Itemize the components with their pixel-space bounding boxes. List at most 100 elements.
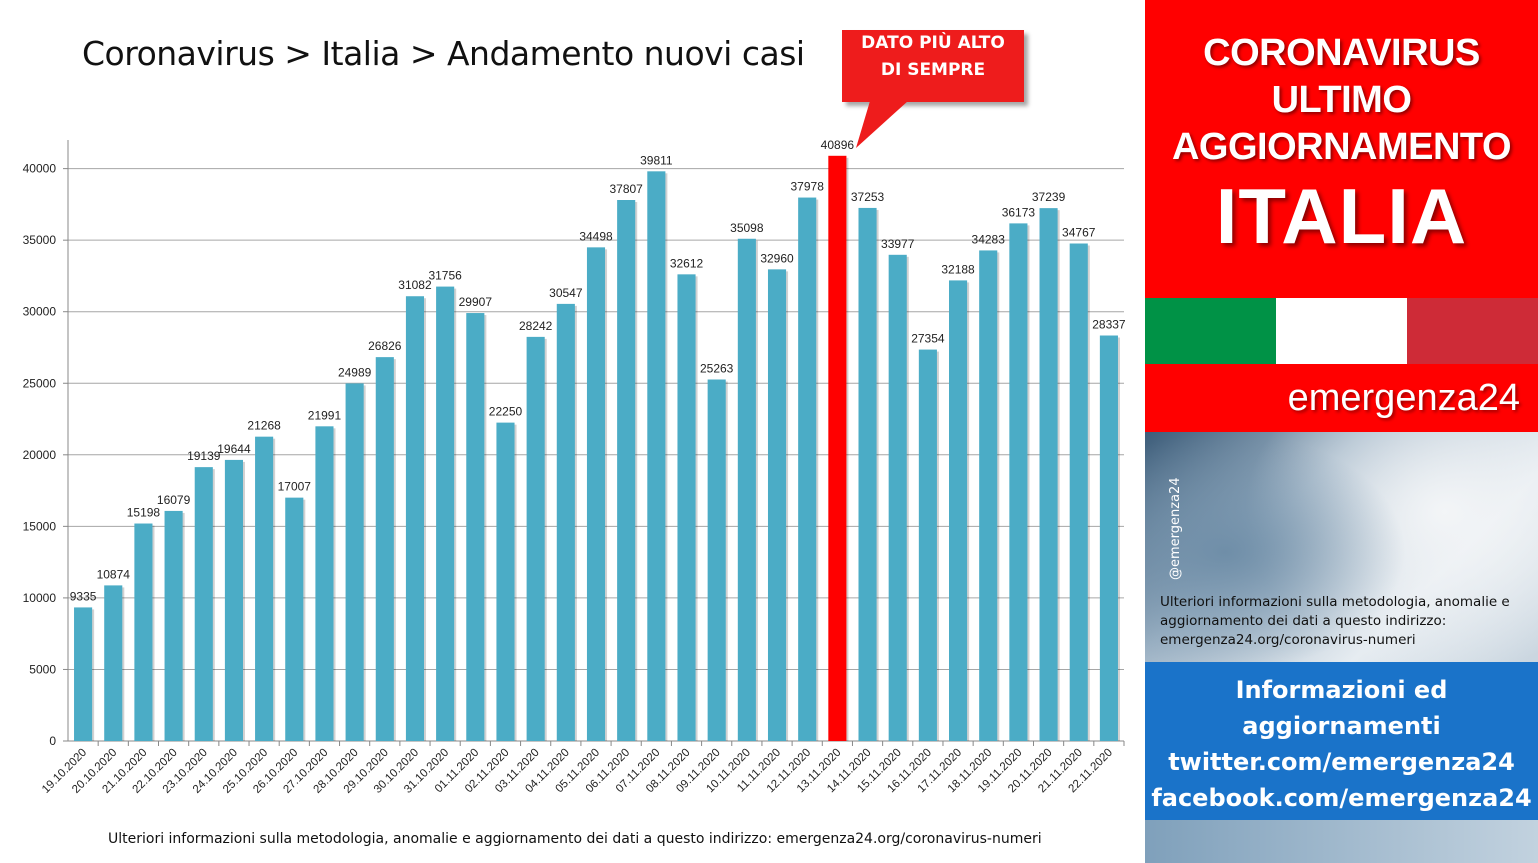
brand-name: emergenza24 (1145, 364, 1538, 432)
data-label: 32188 (941, 262, 975, 276)
facebook-link[interactable]: facebook.com/emergenza24 (1151, 784, 1532, 812)
chart-title: Coronavirus > Italia > Andamento nuovi c… (82, 34, 805, 73)
info-line-1: Informazioni ed (1235, 676, 1448, 704)
bar (617, 199, 636, 742)
panel-line-2: ULTIMO (1271, 79, 1412, 121)
panel-country: ITALIA (1215, 172, 1468, 260)
flag-green-stripe (1145, 298, 1276, 364)
data-label: 27354 (911, 332, 945, 346)
data-label: 40896 (821, 138, 855, 152)
bar (767, 269, 787, 741)
bar (74, 607, 93, 741)
bar (1009, 223, 1028, 741)
y-tick-label: 20000 (23, 448, 57, 462)
bar (134, 523, 153, 741)
bar (285, 497, 304, 741)
data-label: 34283 (972, 232, 1006, 246)
flag-white-stripe (1276, 298, 1407, 364)
data-label: 28337 (1092, 318, 1126, 332)
bar (436, 286, 455, 741)
bar (707, 379, 726, 741)
bar (1099, 335, 1118, 741)
bar (858, 207, 877, 741)
bar (345, 383, 364, 741)
data-label: 17007 (278, 480, 312, 494)
bar (466, 313, 485, 741)
y-tick-label: 15000 (23, 519, 57, 533)
data-label: 16079 (157, 493, 191, 507)
bar (1069, 243, 1088, 741)
data-label: 29907 (459, 295, 493, 309)
bar (677, 274, 696, 741)
bar (496, 422, 515, 741)
bar (194, 467, 213, 741)
bar (164, 510, 183, 741)
y-tick-label: 35000 (23, 233, 57, 247)
data-label: 30547 (549, 286, 583, 300)
data-label: 32612 (670, 256, 704, 270)
flag-red-stripe (1407, 298, 1538, 364)
italian-flag (1145, 298, 1538, 364)
data-label: 28242 (519, 319, 553, 333)
data-label: 33977 (881, 237, 915, 251)
data-label: 25263 (700, 361, 734, 375)
panel-line-1: CORONAVIRUS (1203, 32, 1480, 74)
bar (737, 238, 756, 741)
background-photo (1145, 432, 1538, 662)
data-label: 34498 (579, 229, 613, 243)
bar (888, 254, 907, 742)
panel-line-3: AGGIORNAMENTO (1171, 126, 1512, 168)
data-label: 24989 (338, 365, 372, 379)
side-panel: CORONAVIRUS ULTIMO AGGIORNAMENTO ITALIA … (1145, 0, 1538, 863)
record-callout: DATO PIÙ ALTO DI SEMPRE (842, 30, 1024, 102)
data-label: 31756 (428, 269, 462, 283)
data-label: 31082 (398, 278, 432, 292)
bar-chart: 0 5000 10000 15000 20000 25000 30000 35000 40000… (23, 138, 1126, 796)
data-label: 32960 (760, 251, 794, 265)
callout-line-2: DI SEMPRE (880, 60, 986, 80)
bar (798, 197, 817, 741)
info-box: Informazioni ed aggiornamenti twitter.co… (1145, 662, 1538, 820)
data-label: 34767 (1062, 226, 1096, 240)
bar-highlight (828, 155, 847, 741)
data-label: 22250 (489, 405, 523, 419)
y-tick-label: 10000 (23, 591, 57, 605)
data-label: 36173 (1002, 205, 1036, 219)
twitter-link[interactable]: twitter.com/emergenza24 (1168, 748, 1515, 776)
data-label: 9335 (70, 589, 97, 603)
bar (918, 349, 937, 741)
data-label: 21991 (308, 408, 342, 422)
data-label: 39811 (640, 153, 673, 167)
bar (556, 303, 575, 741)
data-label: 37978 (791, 180, 825, 194)
bar (949, 280, 968, 741)
data-label: 19644 (217, 442, 251, 456)
data-label: 10874 (97, 567, 131, 581)
bar (104, 585, 123, 741)
data-label: 35098 (730, 221, 764, 235)
callout-line-1: DATO PIÙ ALTO (861, 33, 1005, 53)
panel-note: Ulteriori informazioni sulla metodologia… (1160, 594, 1510, 648)
panel-header: CORONAVIRUS ULTIMO AGGIORNAMENTO ITALIA (1145, 0, 1538, 298)
bar (375, 357, 394, 741)
bar (405, 296, 425, 741)
y-tick-label: 40000 (23, 162, 57, 176)
y-tick-label: 0 (49, 734, 56, 748)
bar (526, 336, 545, 741)
panel-footer (1145, 820, 1538, 863)
info-line-2: aggiornamenti (1242, 712, 1441, 740)
y-tick-label: 30000 (23, 305, 57, 319)
bar (224, 459, 243, 741)
data-label: 37807 (609, 182, 643, 196)
bar (647, 171, 666, 741)
bar (315, 426, 334, 741)
data-label: 37253 (851, 190, 885, 204)
data-label: 15198 (127, 506, 161, 520)
bar (1039, 208, 1058, 742)
data-label: 37239 (1032, 190, 1066, 204)
bar (255, 436, 274, 741)
y-tick-label: 5000 (29, 662, 56, 676)
data-label: 19139 (187, 449, 221, 463)
bar (586, 247, 606, 742)
footnote: Ulteriori informazioni sulla metodologia… (108, 831, 1042, 847)
